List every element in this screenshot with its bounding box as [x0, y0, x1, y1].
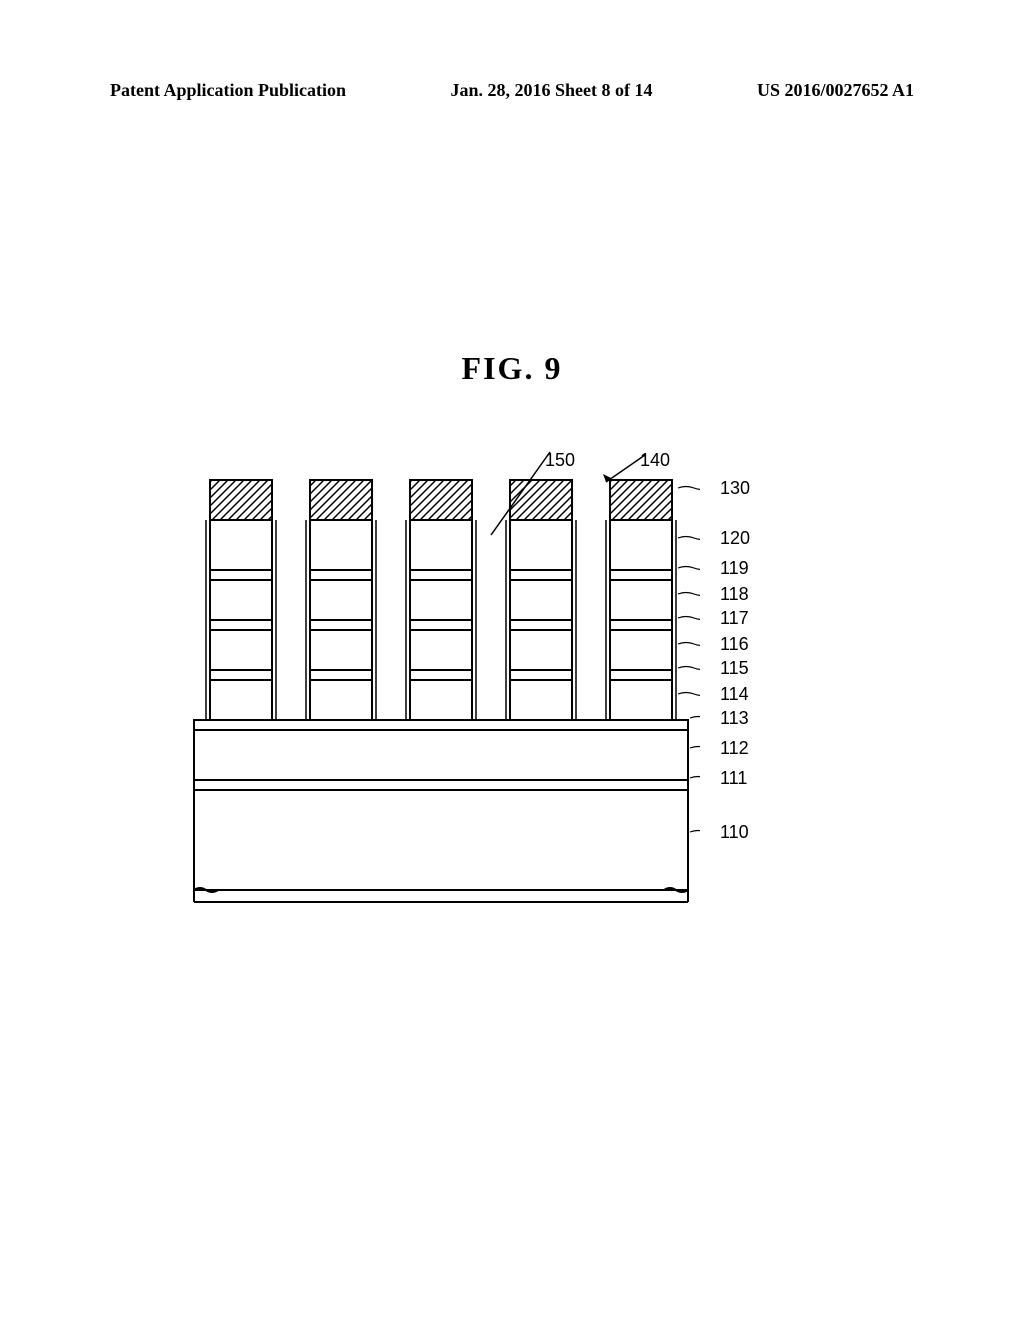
ref-113: 113	[720, 708, 749, 729]
ref-117: 117	[720, 608, 749, 629]
ref-119: 119	[720, 558, 749, 579]
figure-container	[180, 440, 700, 920]
header-right: US 2016/0027652 A1	[757, 80, 914, 101]
ref-111: 111	[720, 768, 747, 789]
header-left: Patent Application Publication	[110, 80, 346, 101]
ref-115: 115	[720, 658, 749, 679]
page-header: Patent Application Publication Jan. 28, …	[0, 80, 1024, 101]
ref-130: 130	[720, 478, 750, 499]
figure-svg	[180, 440, 700, 920]
ref-112: 112	[720, 738, 749, 759]
ref-120: 120	[720, 528, 750, 549]
header-center: Jan. 28, 2016 Sheet 8 of 14	[451, 80, 653, 101]
figure-title: FIG. 9	[462, 350, 563, 387]
ref-118: 118	[720, 584, 749, 605]
ref-114: 114	[720, 684, 749, 705]
callout-150: 150	[545, 450, 575, 471]
ref-110: 110	[720, 822, 749, 843]
ref-116: 116	[720, 634, 749, 655]
callout-140: 140	[640, 450, 670, 471]
